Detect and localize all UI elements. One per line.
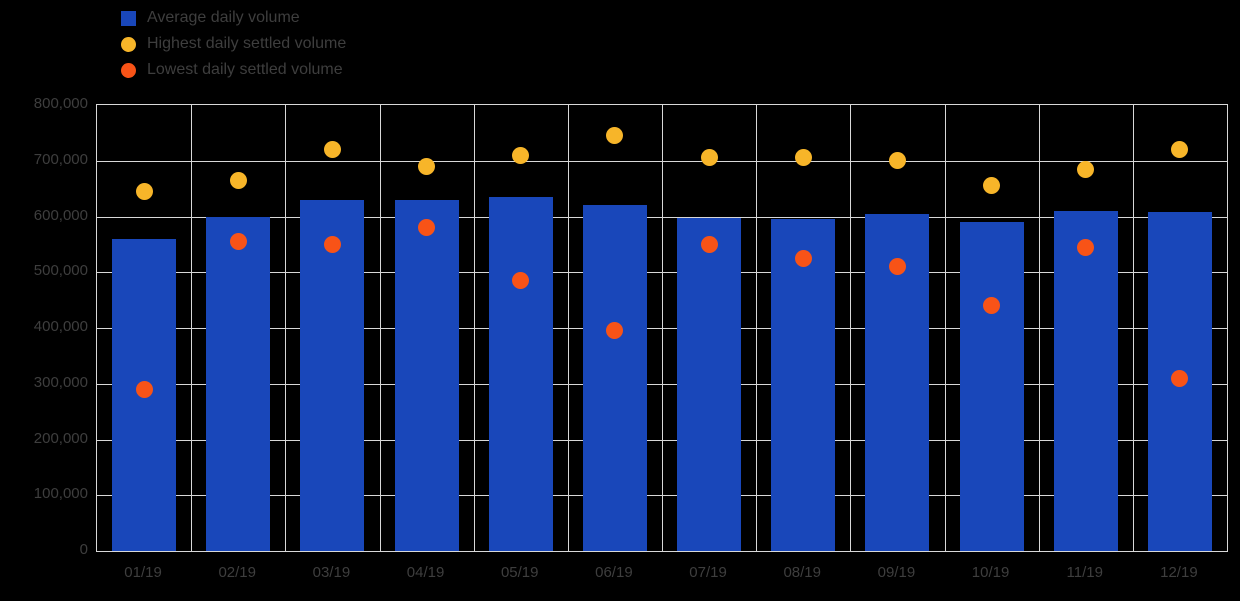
x-tick-label: 08/19: [783, 564, 821, 581]
legend-item-highest-daily-settled-volume: Highest daily settled volume: [121, 31, 346, 57]
point-lowest-daily-settled-volume: [794, 249, 812, 267]
y-tick-label: 200,000: [33, 429, 88, 447]
point-highest-daily-settled-volume: [512, 146, 530, 164]
square-marker-icon: [121, 10, 136, 26]
gridline-vertical: [662, 105, 663, 551]
point-lowest-daily-settled-volume: [606, 322, 624, 340]
y-tick-label: 800,000: [33, 95, 88, 112]
point-lowest-daily-settled-volume: [1171, 369, 1189, 387]
point-highest-daily-settled-volume: [794, 149, 812, 167]
bar-average-daily-volume: [300, 199, 365, 551]
y-tick-label: 500,000: [33, 262, 88, 280]
point-lowest-daily-settled-volume: [700, 235, 718, 253]
gridline-vertical: [1132, 105, 1134, 551]
gridline-vertical: [191, 105, 193, 551]
point-lowest-daily-settled-volume: [512, 272, 530, 290]
bar-average-daily-volume: [206, 216, 271, 551]
x-tick-label: 06/19: [595, 564, 633, 581]
point-lowest-daily-settled-volume: [135, 380, 153, 398]
x-tick-label: 07/19: [689, 564, 727, 581]
gridline-vertical: [567, 105, 569, 551]
y-axis: 0 100,000 200,000 300,000 400,000 500,000 600,…: [0, 96, 88, 558]
y-tick-label: 0: [79, 541, 88, 558]
x-tick-label: 01/19: [124, 564, 162, 581]
gridline-vertical: [756, 105, 758, 551]
point-highest-daily-settled-volume: [135, 182, 153, 200]
plot-area: [96, 104, 1228, 552]
bar-average-daily-volume: [959, 222, 1024, 551]
gridline-vertical: [379, 105, 381, 551]
gridline-vertical: [285, 105, 287, 551]
x-tick-label: 03/19: [312, 564, 351, 581]
point-highest-daily-settled-volume: [418, 157, 436, 175]
legend-label-lowest: Lowest daily settled volume: [147, 61, 343, 78]
bar-average-daily-volume: [394, 199, 459, 551]
point-lowest-daily-settled-volume: [888, 258, 906, 276]
y-tick-label: 600,000: [33, 206, 88, 224]
gridline-vertical: [1038, 105, 1040, 551]
x-tick-label: 10/19: [971, 564, 1010, 581]
y-tick-label: 100,000: [33, 485, 88, 503]
point-highest-daily-settled-volume: [229, 171, 247, 189]
point-lowest-daily-settled-volume: [1077, 238, 1095, 256]
point-highest-daily-settled-volume: [323, 141, 341, 159]
point-lowest-daily-settled-volume: [983, 297, 1001, 315]
point-highest-daily-settled-volume: [983, 177, 1001, 195]
point-highest-daily-settled-volume: [888, 152, 906, 170]
legend: Average daily volume Highest daily settl…: [121, 5, 346, 83]
y-tick-label: 400,000: [33, 318, 88, 335]
point-highest-daily-settled-volume: [1077, 160, 1095, 178]
point-lowest-daily-settled-volume: [229, 233, 247, 251]
bar-average-daily-volume: [582, 205, 647, 551]
x-tick-label: 12/19: [1160, 564, 1198, 581]
point-highest-daily-settled-volume: [700, 149, 718, 167]
circle-marker-icon: [121, 36, 136, 52]
legend-item-lowest-daily-settled-volume: Lowest daily settled volume: [121, 57, 346, 83]
point-highest-daily-settled-volume: [1171, 141, 1189, 159]
gridline-vertical: [944, 105, 946, 551]
legend-label-highest: Highest daily settled volume: [147, 35, 347, 52]
x-tick-label: 11/19: [1066, 564, 1103, 581]
bar-average-daily-volume: [677, 217, 742, 551]
circle-marker-icon: [121, 62, 136, 78]
y-tick-label: 300,000: [33, 373, 88, 391]
point-lowest-daily-settled-volume: [418, 219, 436, 237]
legend-item-average-daily-volume: Average daily volume: [121, 5, 346, 31]
x-tick-label: 02/19: [218, 564, 256, 581]
point-lowest-daily-settled-volume: [323, 235, 341, 253]
bar-average-daily-volume: [771, 219, 836, 551]
bar-average-daily-volume: [1053, 210, 1118, 551]
legend-label-average: Average daily volume: [147, 9, 300, 26]
gridline-vertical: [473, 105, 475, 551]
x-tick-label: 05/19: [500, 564, 539, 581]
x-axis: 01/19 02/19 03/19 04/19 05/19 06/19 07/19 08/19…: [96, 560, 1228, 590]
y-tick-label: 700,000: [33, 150, 88, 168]
x-tick-label: 04/19: [406, 564, 445, 581]
x-tick-label: 09/19: [877, 564, 916, 581]
point-highest-daily-settled-volume: [606, 127, 624, 145]
gridline-vertical: [850, 105, 852, 551]
bar-average-daily-volume: [488, 197, 553, 551]
